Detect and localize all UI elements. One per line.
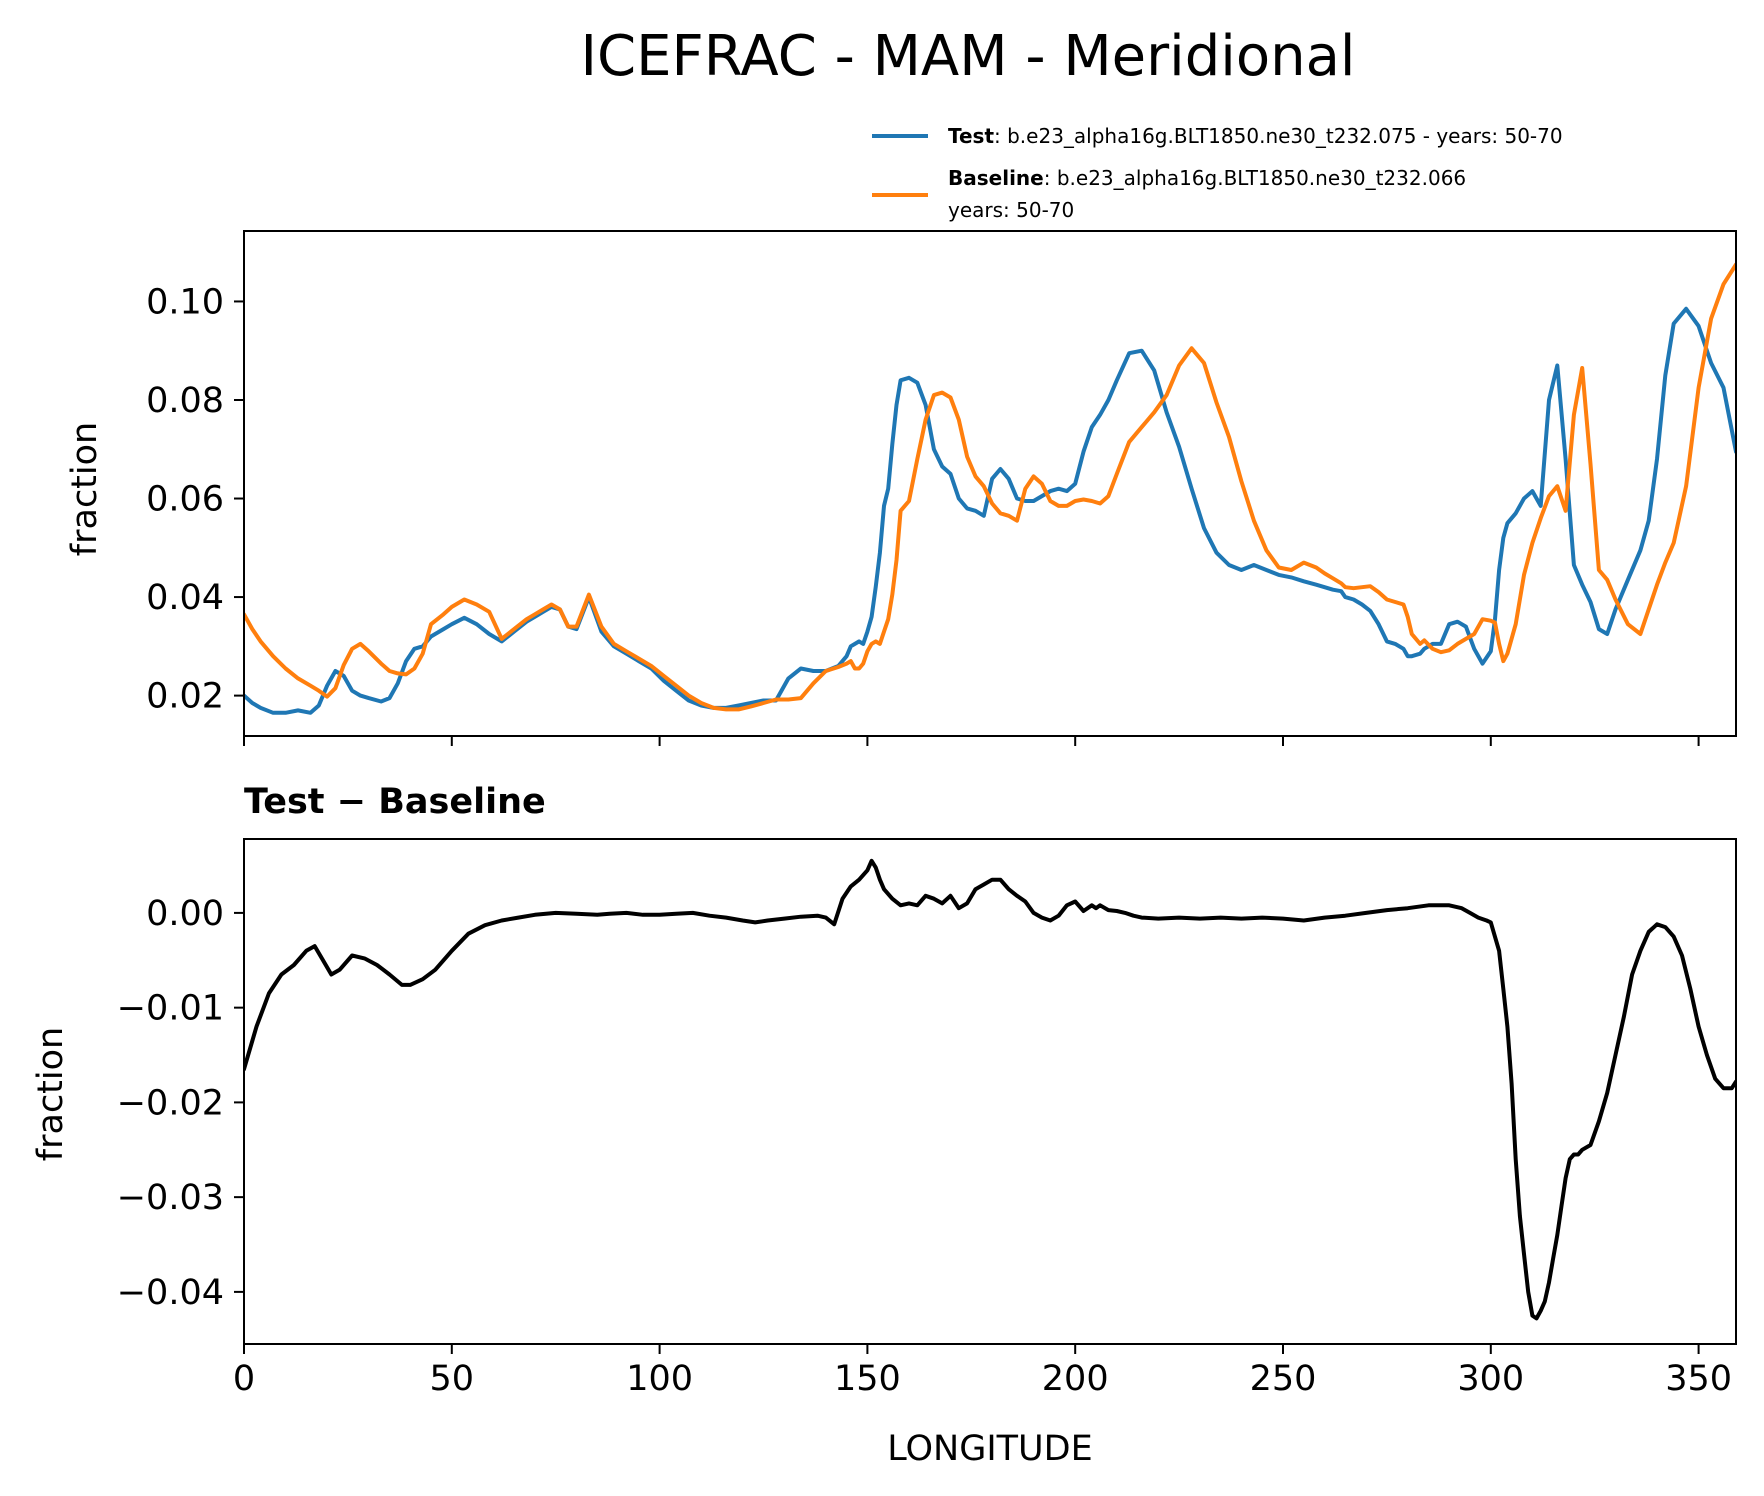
top-y-tick-label: 0.08 [146,381,224,421]
bottom-x-tick-label: 350 [1665,1359,1732,1399]
bottom-y-tick-label: −0.03 [117,1178,224,1218]
bottom-series-line-test-baseline [244,858,1736,1321]
legend-desc-baseline-line2: years: 50-70 [948,198,1074,222]
bottom-x-tick-label: 200 [1042,1359,1109,1399]
legend-label-test: Test: b.e23_alpha16g.BLT1850.ne30_t232.0… [948,124,1563,148]
bottom-y-tick-label: 0.00 [146,894,224,934]
bottom-panel: Test − Baseline −0.04 −0.03 −0.02 −0.01 0.00… [31,782,1737,1469]
bottom-x-tick-label: 250 [1250,1359,1317,1399]
bottom-x-tick-label: 100 [626,1359,693,1399]
top-panel: 0.02 0.04 0.06 0.08 0.10 fraction [65,230,1737,746]
bottom-x-ticks: 0 50 100 150 200 250 300 350 [233,1344,1732,1399]
bottom-y-ticks: −0.04 −0.03 −0.02 −0.01 0.00 [117,894,244,1313]
bottom-x-tick-label: 150 [834,1359,901,1399]
top-series-group [244,262,1736,715]
legend-desc-test: : b.e23_alpha16g.BLT1850.ne30_t232.075 -… [994,124,1563,148]
legend-label-baseline: Baseline: b.e23_alpha16g.BLT1850.ne30_t2… [948,166,1466,190]
top-y-tick-label: 0.10 [146,282,224,322]
bottom-panel-subtitle: Test − Baseline [244,782,546,822]
top-y-tick-label: 0.02 [146,677,224,717]
legend-name-baseline: Baseline [948,166,1044,190]
top-y-ticks: 0.02 0.04 0.06 0.08 0.10 [146,282,244,717]
top-series-line-baseline [244,262,1736,712]
x-axis-title: LONGITUDE [887,1429,1093,1469]
bottom-y-tick-label: −0.02 [117,1083,224,1123]
bottom-x-tick-label: 50 [430,1359,475,1399]
top-x-ticks [243,736,1700,746]
bottom-y-tick-label: −0.01 [117,989,224,1029]
legend: Test: b.e23_alpha16g.BLT1850.ne30_t232.0… [872,124,1563,222]
bottom-x-tick-label: 300 [1457,1359,1524,1399]
top-y-tick-label: 0.04 [146,578,224,618]
bottom-x-tick-label: 0 [233,1359,255,1399]
bottom-plot-frame [243,838,1737,1345]
bottom-y-axis-title: fraction [31,1027,71,1161]
bottom-y-tick-label: −0.04 [117,1273,224,1313]
bottom-series-group [244,858,1736,1321]
top-plot-frame [243,230,1737,737]
legend-desc-baseline: : b.e23_alpha16g.BLT1850.ne30_t232.066 [1044,166,1466,190]
legend-name-test: Test [948,124,994,148]
chart-title: ICEFRAC - MAM - Meridional [581,24,1356,89]
top-y-tick-label: 0.06 [146,480,224,520]
top-y-axis-title: fraction [65,422,105,556]
